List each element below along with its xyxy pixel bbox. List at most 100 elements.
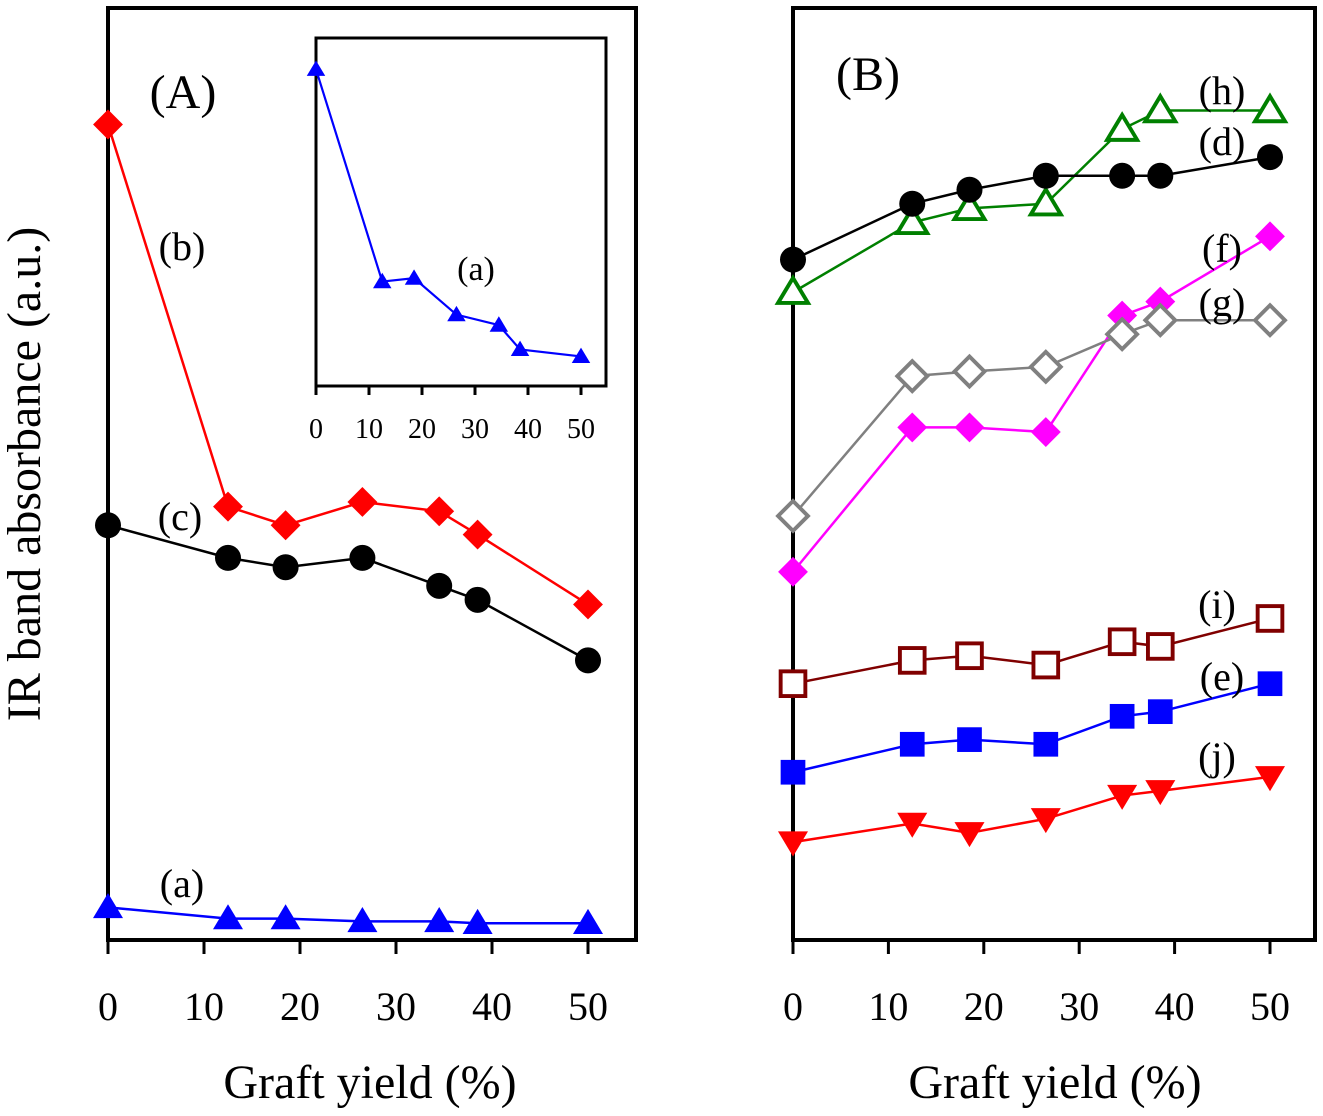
panel-a-series-c-label: (c) [158,494,202,539]
panel-b-series-j-label: (j) [1198,734,1236,779]
panel-b-series-i-point [955,641,984,671]
panel-b-series-h-point [951,190,988,222]
panel-b-series-h-point [893,204,931,236]
panel-b-series-i-point [1031,650,1061,680]
panel-b-series-d-point [899,190,926,217]
panel-a-x-tick-label: 20 [280,984,320,1029]
panel-b-x-tick-label: 0 [783,984,803,1029]
panel-b-series-j-point [1030,808,1061,834]
inset-x-tick-label: 0 [309,414,323,445]
inset-series-a-point [571,347,591,364]
panel-a-x-ticks: 0 10 20 30 40 50 [98,940,608,1029]
panel-a-series-b-point [213,491,243,522]
panel-b-series-d-point [780,246,806,273]
panel-a-series-c-point [95,512,121,539]
panel-b-series-i-label: (i) [1198,582,1236,627]
panel-b-series-e-label: (e) [1200,654,1244,699]
inset-x-ticks: 0 10 20 30 40 50 [309,386,595,445]
inset-series-a-point [404,269,424,285]
panel-b-frame [791,6,1317,942]
panel-a-series-c-point [349,544,376,571]
inset-series-a-point [489,316,509,332]
panel-b-series-d-point [956,176,983,203]
panel-b-series-j-point [777,831,809,857]
panel-a-series-a-label: (a) [160,861,204,906]
panel-a-series-b-point [347,487,378,517]
inset-x-tick-label: 50 [567,414,595,445]
inset-x-tick-label: 10 [355,414,383,445]
panel-b-series-i-point [1145,632,1175,661]
inset-x-tick-label: 30 [461,414,489,445]
panel-b-series-e-point [780,759,806,785]
panel-b-series-i-point [1255,604,1285,633]
panel-a-series-c-point [272,554,299,581]
panel-a-x-tick-label: 30 [376,984,416,1029]
panel-b-label: (B) [836,48,900,101]
panel-a-x-tick-label: 0 [98,984,118,1029]
panel-b-series-h-point [1103,111,1141,142]
inset-series-a-point [447,305,466,322]
panel-a-series-b-label: (b) [159,224,206,269]
panel-b-x-ticks: 0 10 20 30 40 50 [783,940,1290,1029]
panel-a-series-b-point [270,510,301,541]
panel-b-series-d-point [1032,162,1059,189]
panel-b-series-g-point [1252,302,1288,338]
inset-x-tick-label: 20 [408,414,436,445]
panel-a-series-b-point [462,519,493,550]
panel-b-series-g-point [894,358,930,394]
inset-series-a-point [510,340,530,357]
panel-b-series-i-point [778,669,808,698]
panel-a-x-tick-label: 10 [184,984,224,1029]
panel-b-series-h-point [1251,92,1289,124]
inset-x-tick-label: 40 [514,414,542,445]
panel-b-series-g-point [951,353,988,390]
panel-b-series-h-point [1141,92,1179,124]
panel-b-series-d-point [1109,162,1136,189]
panel-b-series-f-point [1030,417,1061,448]
inset-frame [314,36,608,388]
panel-b-series-f-label: (f) [1202,226,1242,271]
panel-a-inset: 0 10 20 30 40 50 (a) [306,36,608,445]
panel-b-series-j-point [897,812,928,838]
panel-b-series-e-point [1033,731,1059,757]
panel-a-series-c-line [107,524,589,662]
panel-b-series-e-point [899,731,925,757]
panel-a-series: (a) (b) (c) [92,109,604,934]
panel-b-x-tick-label: 50 [1250,984,1290,1029]
panel-b-series-e-point [1147,699,1173,725]
panel-b-series-i-point [1107,627,1137,657]
panel-a-x-axis-label: Graft yield (%) [223,1056,516,1109]
panel-b-series-f-point [954,412,985,443]
panel-b-series: (h) (d) (f) (g) (i) (e) (j) [774,68,1289,857]
panel-a-series-c-point [575,647,601,674]
panel-b-series-j-point [1107,784,1138,810]
panel-b-x-tick-label: 10 [868,984,908,1029]
panel-b-series-h-point [774,274,812,305]
panel-b-x-tick-label: 30 [1059,984,1099,1029]
panel-b-x-tick-label: 40 [1155,984,1195,1029]
panel-b: 0 10 20 30 40 50 (h) (d) (f) (g) (i) (e) (j) (B) Gr… [774,6,1317,1109]
inset-series-a-point [306,60,326,76]
panel-a-series-a-point [462,908,493,934]
panel-b-series-g-point [775,498,811,534]
panel-a-frame [106,6,638,942]
panel-b-series-g-point [1142,302,1178,338]
panel-a-series-a-line [107,906,588,925]
inset-series-a-point [373,272,392,289]
panel-b-series-e-point [1257,671,1283,697]
panel-b-series-i-point [897,646,927,675]
panel-a-series-b-point [573,589,603,620]
panel-a: 0 10 20 30 40 50 (a) (b) (c) (A) Graft yield (%… [0,6,638,1109]
panel-b-series-f-point [1255,221,1285,252]
panel-a-series-c-point [215,544,241,571]
panel-b-series-f-point [1145,286,1176,317]
panel-b-series-d-point [1257,144,1283,171]
panel-b-series-e-point [957,727,982,752]
panel-b-series-f-point [778,556,808,587]
panel-b-series-h-label: (h) [1199,68,1246,113]
panel-b-series-d-line [792,155,1271,261]
panel-b-series-f-point [1107,300,1138,331]
panel-b-series-f-point [897,412,928,443]
panel-a-series-a-point [572,908,604,934]
